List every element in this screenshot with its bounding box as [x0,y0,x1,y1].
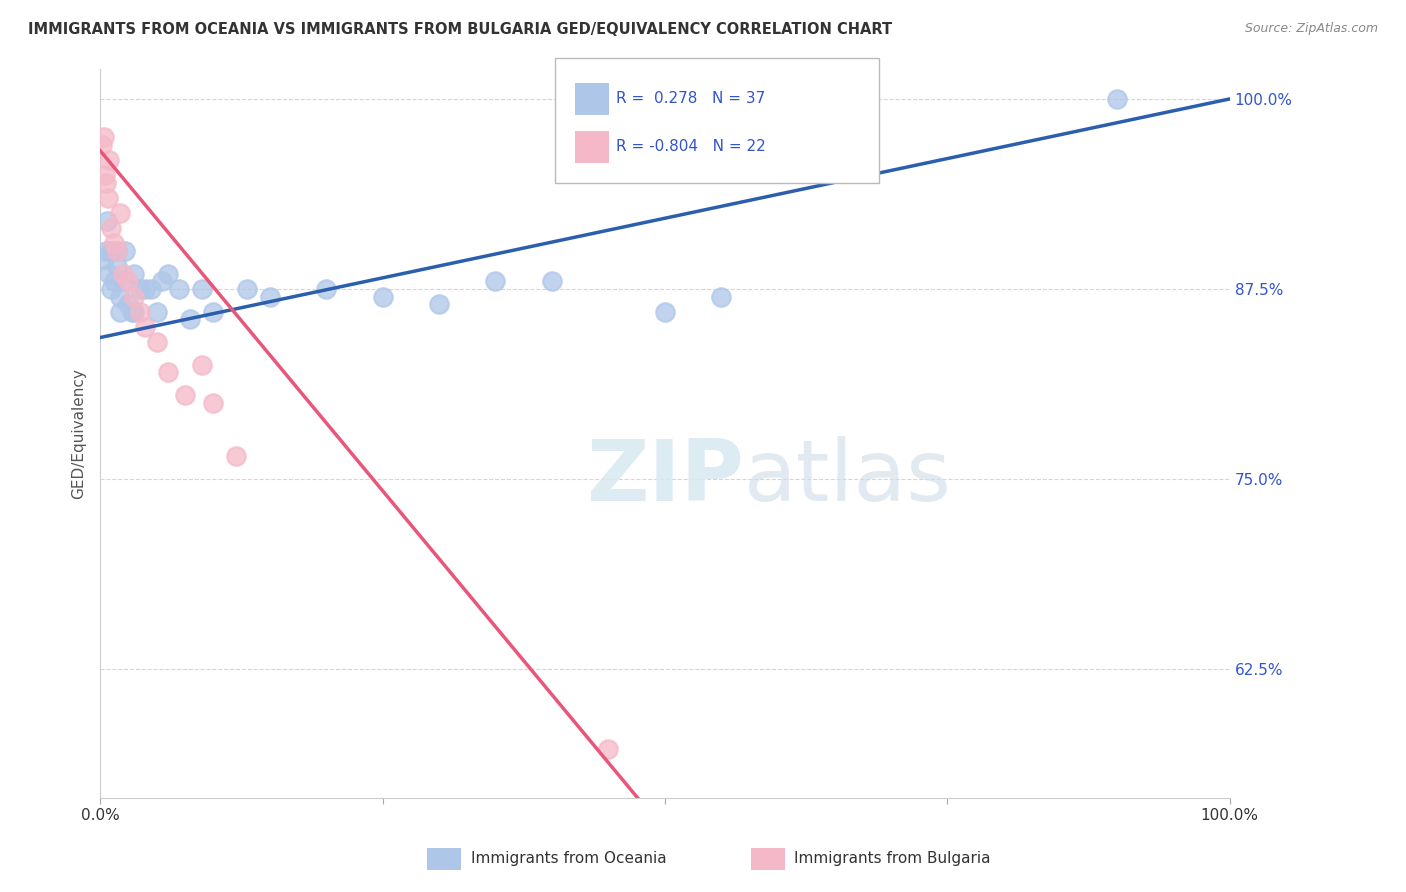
Point [134,282,156,296]
Point [128,282,150,296]
Point [97,191,120,205]
Text: Source: ZipAtlas.com: Source: ZipAtlas.com [1244,22,1378,36]
Point [654,304,676,318]
Point [122,304,145,318]
Point [110,304,132,318]
Point [103,236,125,251]
Point [179,312,201,326]
Point [225,449,247,463]
Point [117,274,139,288]
Text: Immigrants from Bulgaria: Immigrants from Bulgaria [794,852,991,866]
Point [110,206,132,220]
Point [114,244,136,258]
Y-axis label: GED/Equivalency: GED/Equivalency [72,368,86,499]
Point [122,267,145,281]
Point [94,244,117,258]
Point [134,319,156,334]
Point [105,244,128,258]
Point [484,274,506,288]
Point [150,274,173,288]
Point [98,153,121,167]
Point [93,252,115,266]
Point [96,213,118,227]
Point [122,289,145,303]
Point [121,304,143,318]
Point [191,358,214,372]
Text: Immigrants from Oceania: Immigrants from Oceania [471,852,666,866]
Point [100,244,122,258]
Text: ZIP: ZIP [586,435,744,518]
Point [156,267,179,281]
Point [110,289,132,303]
Point [98,267,121,281]
Point [156,366,179,380]
Text: atlas: atlas [744,435,952,518]
Point [93,129,115,144]
Point [103,274,125,288]
Point [259,289,281,303]
Point [91,137,114,152]
Point [1105,92,1128,106]
Point [541,274,564,288]
Point [710,289,733,303]
Text: IMMIGRANTS FROM OCEANIA VS IMMIGRANTS FROM BULGARIA GED/EQUIVALENCY CORRELATION : IMMIGRANTS FROM OCEANIA VS IMMIGRANTS FR… [28,22,893,37]
Point [93,168,115,182]
Text: R = -0.804   N = 22: R = -0.804 N = 22 [616,139,766,153]
Point [173,388,195,402]
Point [145,335,167,350]
Point [105,259,128,273]
Point [139,282,162,296]
Point [202,304,225,318]
Point [598,742,620,756]
Point [191,282,214,296]
Point [100,221,122,235]
Point [427,297,450,311]
Point [111,267,134,281]
Point [100,282,122,296]
Point [128,304,150,318]
Point [202,396,225,410]
Point [111,274,134,288]
Text: R =  0.278   N = 37: R = 0.278 N = 37 [616,91,765,105]
Point [167,282,190,296]
Point [94,176,117,190]
Point [371,289,394,303]
Point [105,244,128,258]
Point [117,297,139,311]
Point [315,282,337,296]
Point [145,304,167,318]
Point [236,282,259,296]
